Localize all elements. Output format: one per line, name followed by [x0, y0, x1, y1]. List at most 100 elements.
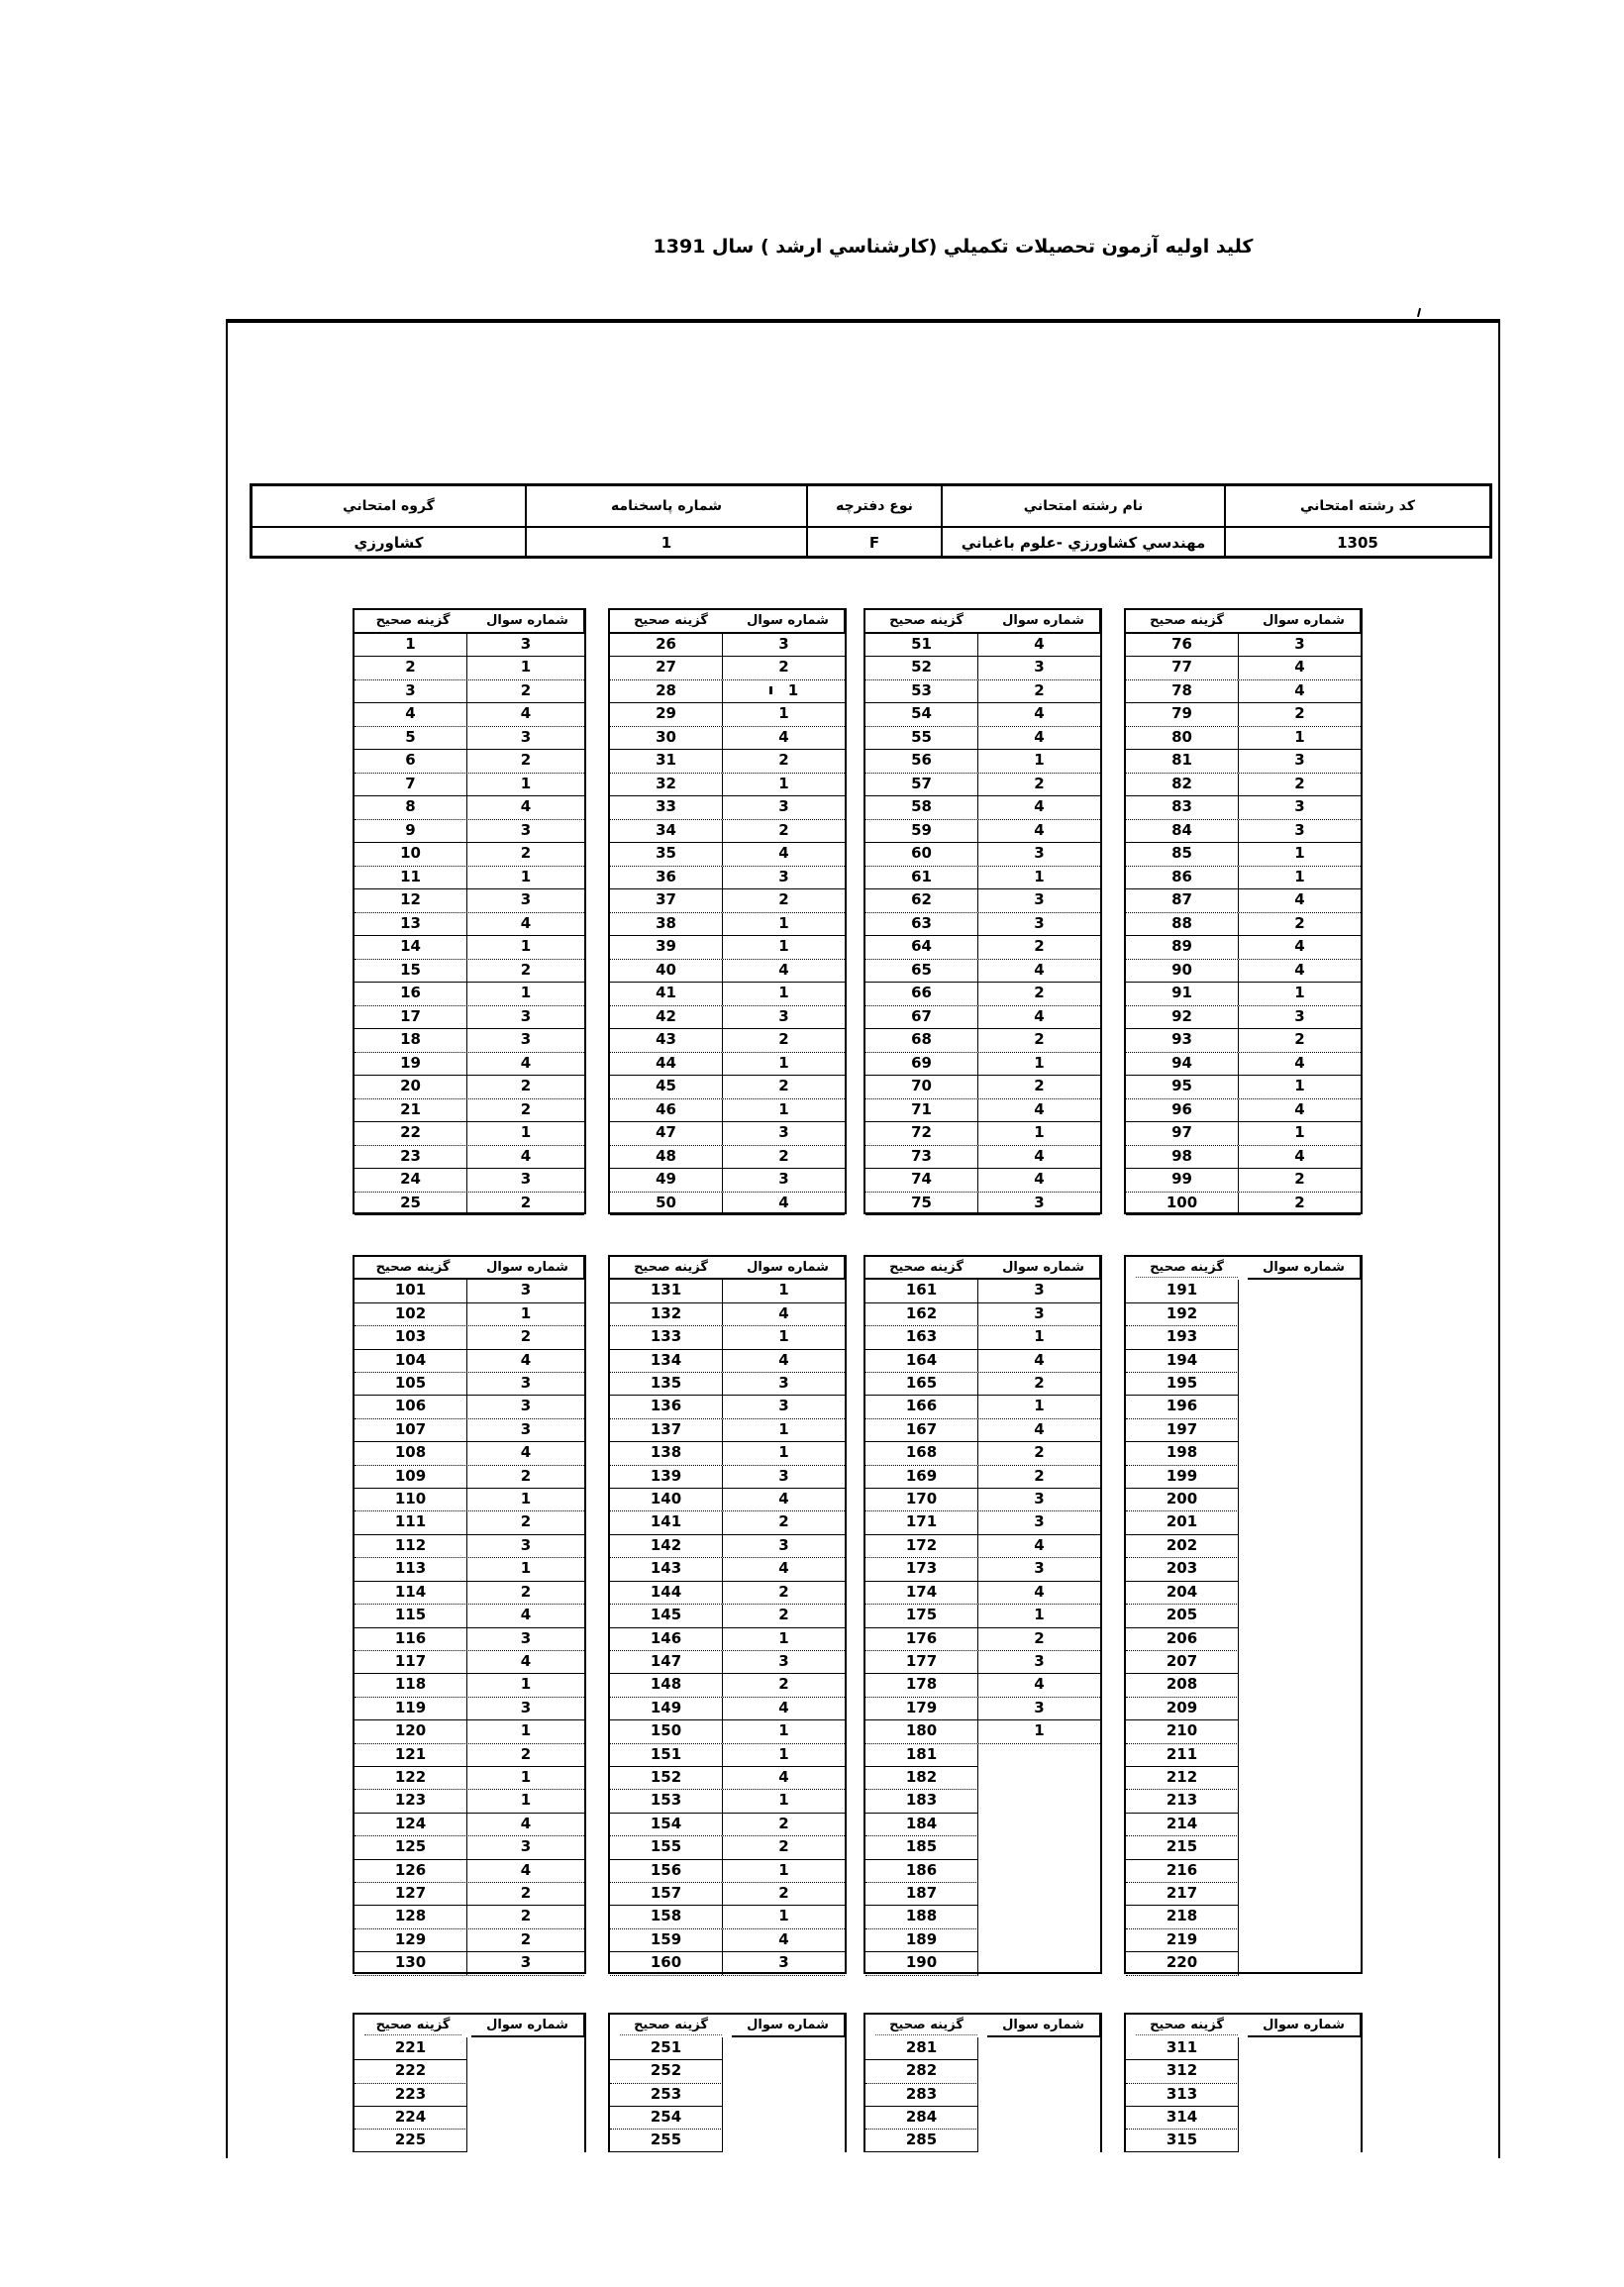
answer-row: 205: [1126, 1605, 1361, 1628]
answer-row: 45 2: [610, 1076, 845, 1099]
answer-row: 10 2: [355, 843, 584, 867]
answer-value: 3: [1034, 1490, 1045, 1508]
question-number: 113: [355, 1558, 467, 1581]
question-number: 252: [610, 2060, 723, 2084]
answer-row: 77 4: [1126, 657, 1361, 680]
answer-row: 163 1: [865, 1326, 1100, 1350]
question-number: 64: [865, 936, 978, 959]
info-column-label: شماره پاسخنامه: [527, 486, 806, 528]
table-header-row: شماره سوال گزينه صحيح: [1126, 1257, 1361, 1281]
answer-row: 285: [865, 2129, 1100, 2153]
question-number: 312: [1126, 2060, 1239, 2084]
answer-row: 12 3: [355, 889, 584, 913]
question-number: 72: [865, 1122, 978, 1145]
answer-row: 219: [1126, 1928, 1361, 1953]
answer-value: 3: [1034, 1559, 1045, 1578]
question-number: 116: [355, 1627, 467, 1650]
question-number: 119: [355, 1697, 467, 1720]
question-number: 80: [1126, 726, 1239, 750]
answer-value: [1239, 1674, 1361, 1697]
answer-row: 105 3: [355, 1373, 584, 1397]
answer-table: شماره سوال گزينه صحيح 161 3 162 3 163 1 164 4 165 2…: [863, 1255, 1102, 1976]
question-number: 191: [1126, 1280, 1239, 1303]
question-number: 102: [355, 1302, 467, 1326]
answer-row: 95 1: [1126, 1076, 1361, 1099]
answer-row: 254: [610, 2106, 845, 2130]
answer-row: 93 2: [1126, 1029, 1361, 1053]
answer-value: 2: [778, 1077, 789, 1095]
answer-row: 224: [355, 2106, 584, 2130]
answer-row: 21 2: [355, 1098, 584, 1123]
answer-row: 178 4: [865, 1674, 1100, 1698]
question-number: 60: [865, 843, 978, 866]
answer-row: 87 4: [1126, 889, 1361, 913]
answer-row: 171 3: [865, 1511, 1100, 1535]
answer-row: 158 1: [610, 1906, 845, 1929]
answer-row: 61 1: [865, 866, 1100, 890]
question-number: 77: [1126, 657, 1239, 679]
question-number: 216: [1126, 1859, 1239, 1883]
table-header-row: شماره سوال گزينه صحيح: [865, 2015, 1100, 2038]
question-number-header: شماره سوال: [732, 610, 845, 632]
question-number: 71: [865, 1098, 978, 1122]
answer-value: 2: [778, 751, 789, 770]
answer-row: 216: [1126, 1859, 1361, 1883]
question-number: 88: [1126, 912, 1239, 936]
answer-value: [1239, 1790, 1361, 1813]
question-number: 65: [865, 959, 978, 983]
answer-table: شماره سوال گزينه صحيح 51 4 52 3 53 2 54 4 55 4 56 1 57…: [863, 608, 1102, 1216]
question-number-header: شماره سوال: [987, 1257, 1100, 1279]
answer-row: 17 3: [355, 1005, 584, 1030]
answer-value: 2: [520, 680, 532, 699]
question-number: 69: [865, 1052, 978, 1076]
answer-row: 213: [1126, 1790, 1361, 1814]
question-number: 311: [1126, 2037, 1239, 2061]
answer-value: [978, 1790, 1100, 1813]
answer-row: 215: [1126, 1836, 1361, 1860]
answer-row: 109 2: [355, 1465, 584, 1490]
answer-row: 25 2: [355, 1192, 584, 1216]
answer-value: 4: [778, 1490, 789, 1508]
question-number: 41: [610, 983, 723, 1005]
question-number: 139: [610, 1465, 723, 1489]
answer-table: شماره سوال گزينه صحيح 131 1 132 4 133 1 134 4 135 3…: [608, 1255, 847, 1976]
answer-value: 2: [1034, 1077, 1045, 1095]
question-number: 148: [610, 1674, 723, 1697]
answer-value: [1239, 2084, 1361, 2107]
answer-value: 1: [520, 1721, 532, 1740]
question-number-header: شماره سوال: [1248, 610, 1361, 632]
answer-row: 23 4: [355, 1145, 584, 1170]
answer-row: 282: [865, 2060, 1100, 2084]
answer-value: [467, 2037, 584, 2060]
question-number: 204: [1126, 1581, 1239, 1606]
answer-value: 4: [1034, 960, 1045, 979]
page-frame: [226, 319, 1500, 2158]
answer-value: 2: [1294, 1170, 1305, 1189]
answer-value: [1239, 2037, 1361, 2060]
question-number: 157: [610, 1882, 723, 1906]
question-number: 104: [355, 1349, 467, 1373]
question-number: 122: [355, 1766, 467, 1790]
answer-row: 86 1: [1126, 866, 1361, 890]
answer-row: 56 1: [865, 750, 1100, 774]
answer-value: 1: [520, 1123, 532, 1142]
answer-row: 149 4: [610, 1697, 845, 1721]
answer-value: [978, 2037, 1100, 2060]
answer-key-group-3: شماره سوال گزينه صحيح 221 222 223 224 225 شماره…: [353, 2013, 1368, 2153]
answer-row: 157 2: [610, 1882, 845, 1907]
question-number: 1: [355, 633, 467, 657]
answer-row: 152 4: [610, 1766, 845, 1791]
question-number: 62: [865, 889, 978, 912]
answer-value: 3: [520, 634, 532, 653]
answer-value: 3: [520, 890, 532, 909]
answer-row: 65 4: [865, 959, 1100, 984]
question-number: 158: [610, 1906, 723, 1928]
answer-value: 2: [778, 1582, 789, 1601]
question-number: 225: [355, 2129, 467, 2153]
question-number: 254: [610, 2106, 723, 2130]
answer-value: [1239, 1350, 1361, 1373]
question-number: 126: [355, 1859, 467, 1882]
question-number-header: شماره سوال: [732, 1257, 845, 1279]
answer-value: [1239, 1814, 1361, 1836]
